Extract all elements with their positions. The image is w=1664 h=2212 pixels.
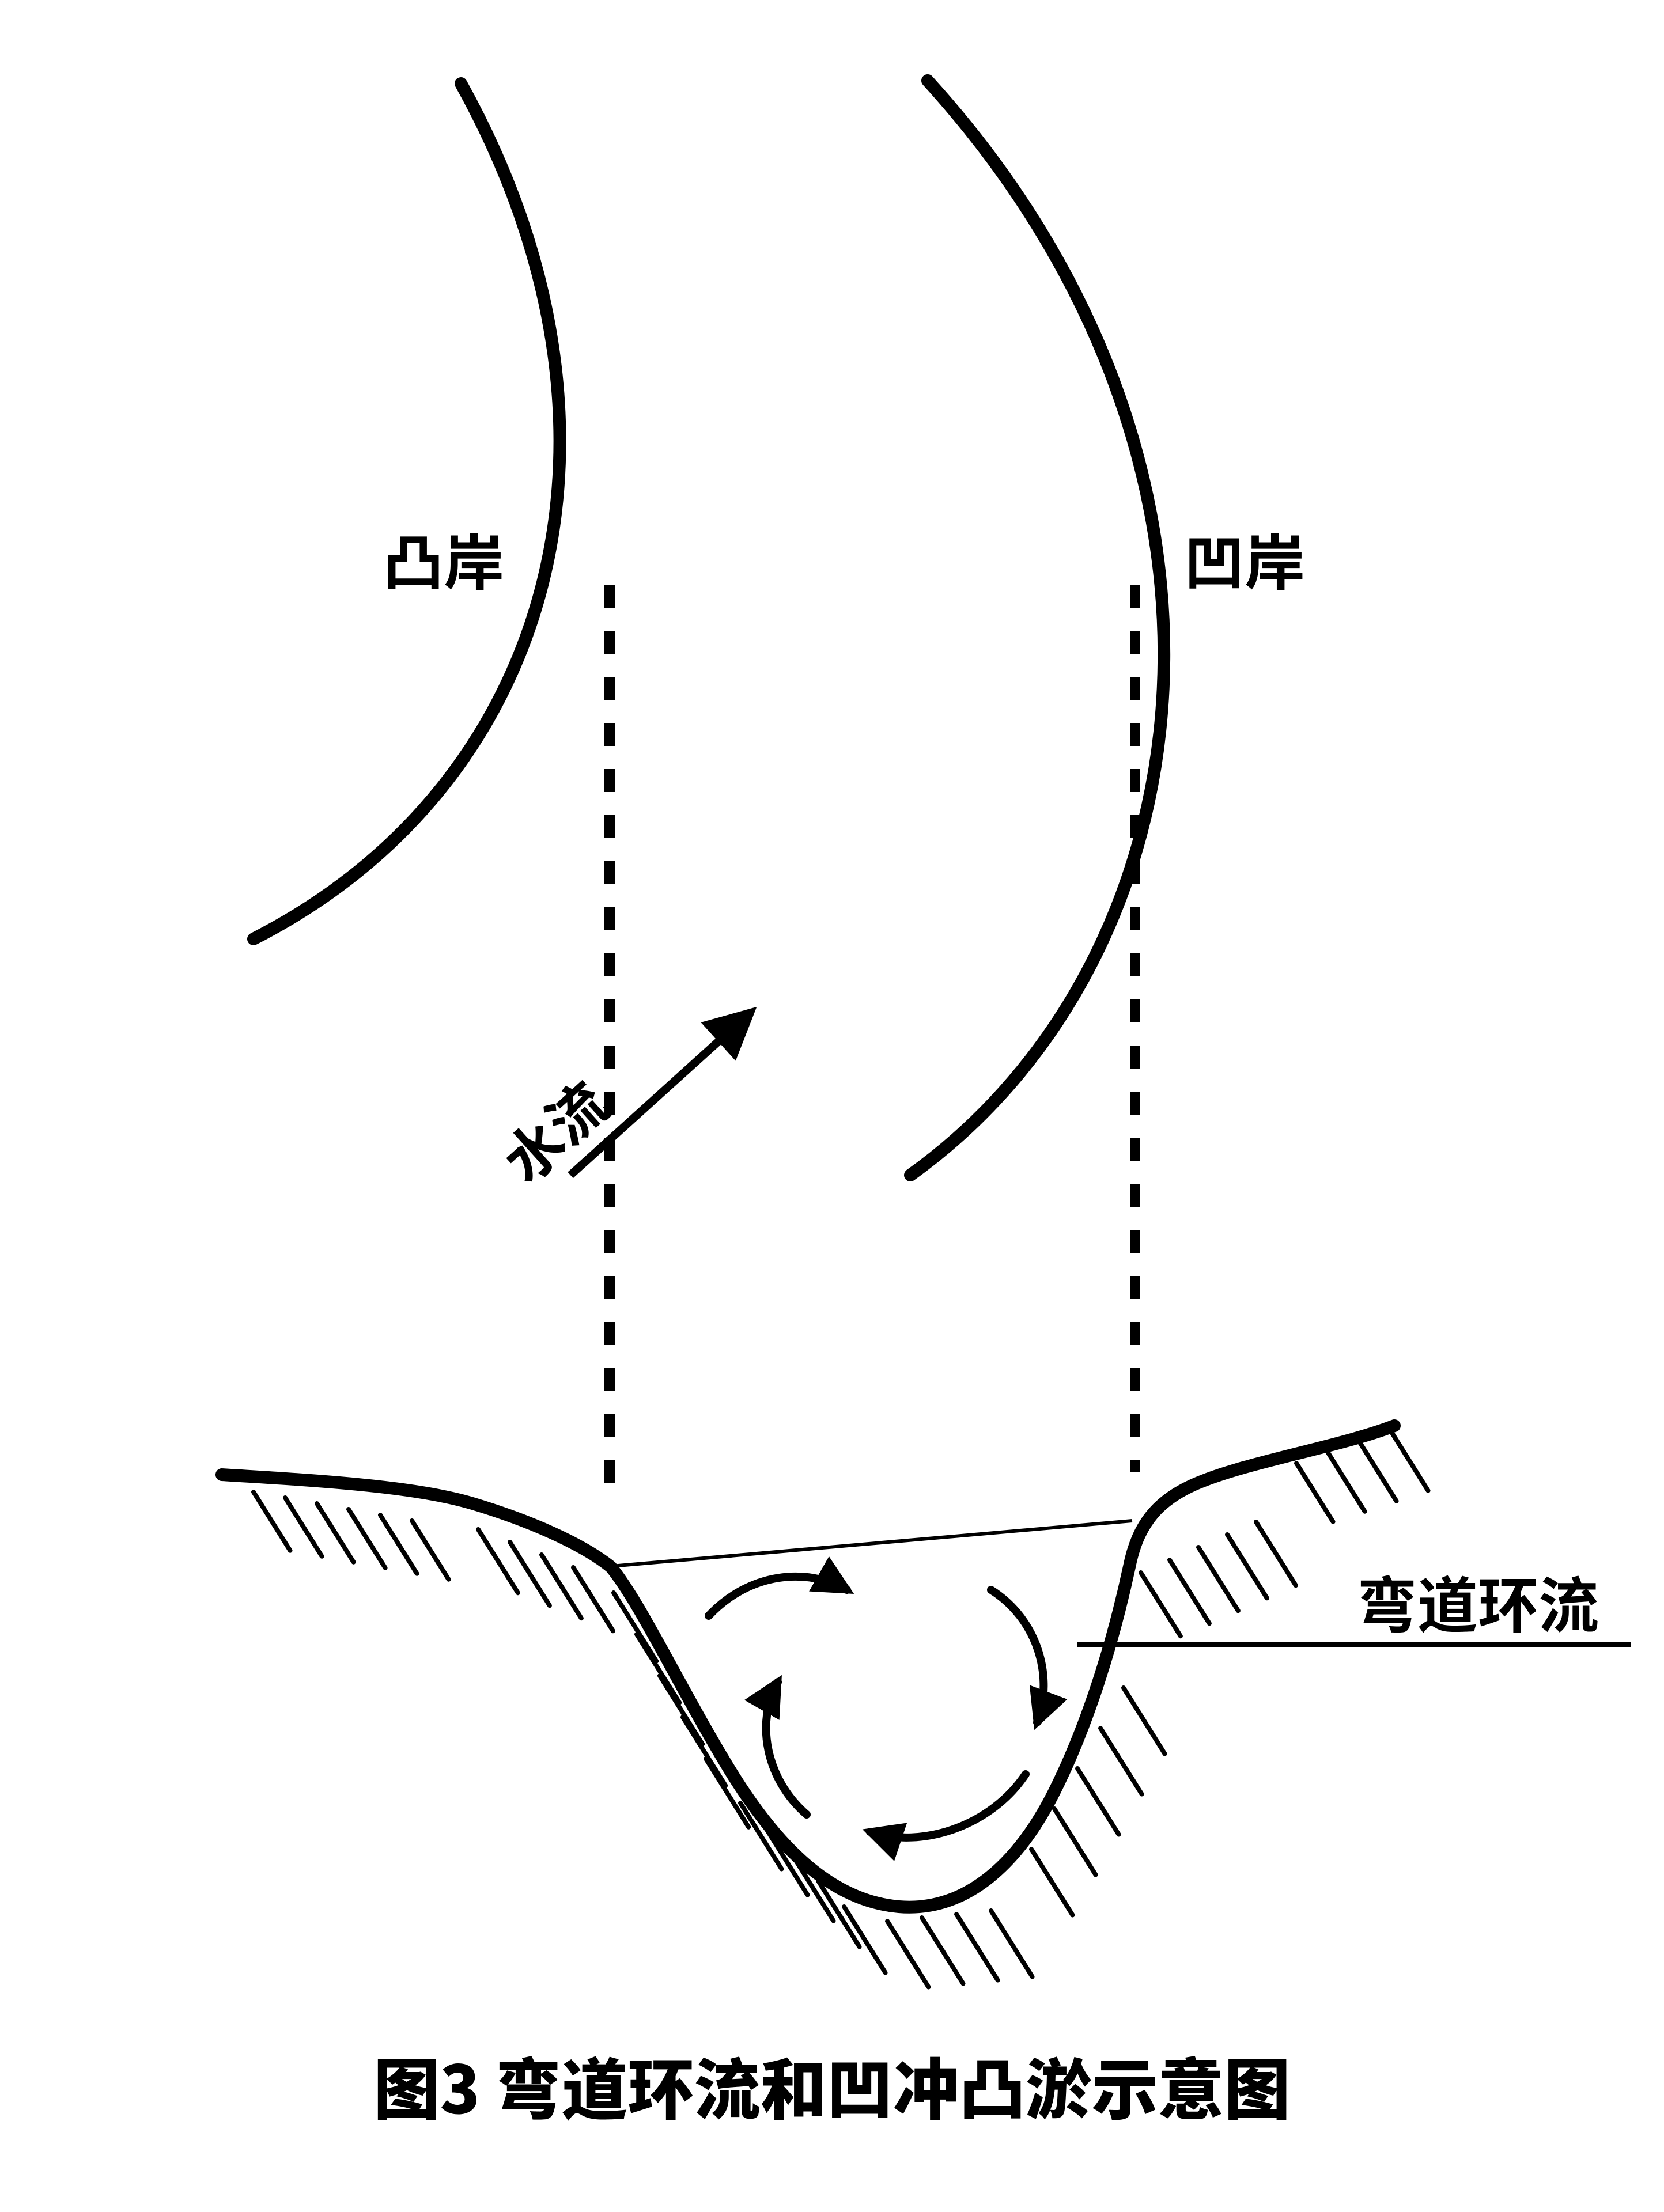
diagram-stage: 凸岸 凹岸 水流 弯道环流 图3 弯道环流和凹冲凸淤示意图 <box>0 0 1664 2212</box>
diagram-svg <box>0 0 1664 2212</box>
hatch-group <box>614 1593 748 1827</box>
channel-bed <box>222 1426 1394 1907</box>
left-bank-curve <box>254 84 560 939</box>
hatch-group <box>478 1529 613 1631</box>
figure-caption: 图3 弯道环流和凹冲凸淤示意图 <box>373 2037 1290 2133</box>
hatch-group <box>1141 1522 1296 1636</box>
label-concave-bank: 凹岸 <box>1184 515 1305 603</box>
circulation-arrow-icon <box>870 1774 1026 1838</box>
circulation-arrow-icon <box>709 1577 847 1616</box>
hatch-group <box>887 1911 1033 1987</box>
circulation-arrow-icon <box>766 1682 807 1815</box>
right-bank-curve <box>910 81 1164 1175</box>
hatch-group <box>254 1492 449 1580</box>
hatch-group <box>740 1803 886 1972</box>
label-circulation: 弯道环流 <box>1357 1558 1599 1645</box>
water-surface-line <box>605 1521 1132 1567</box>
circulation-arrow-icon <box>991 1590 1043 1722</box>
label-convex-bank: 凸岸 <box>383 515 504 603</box>
